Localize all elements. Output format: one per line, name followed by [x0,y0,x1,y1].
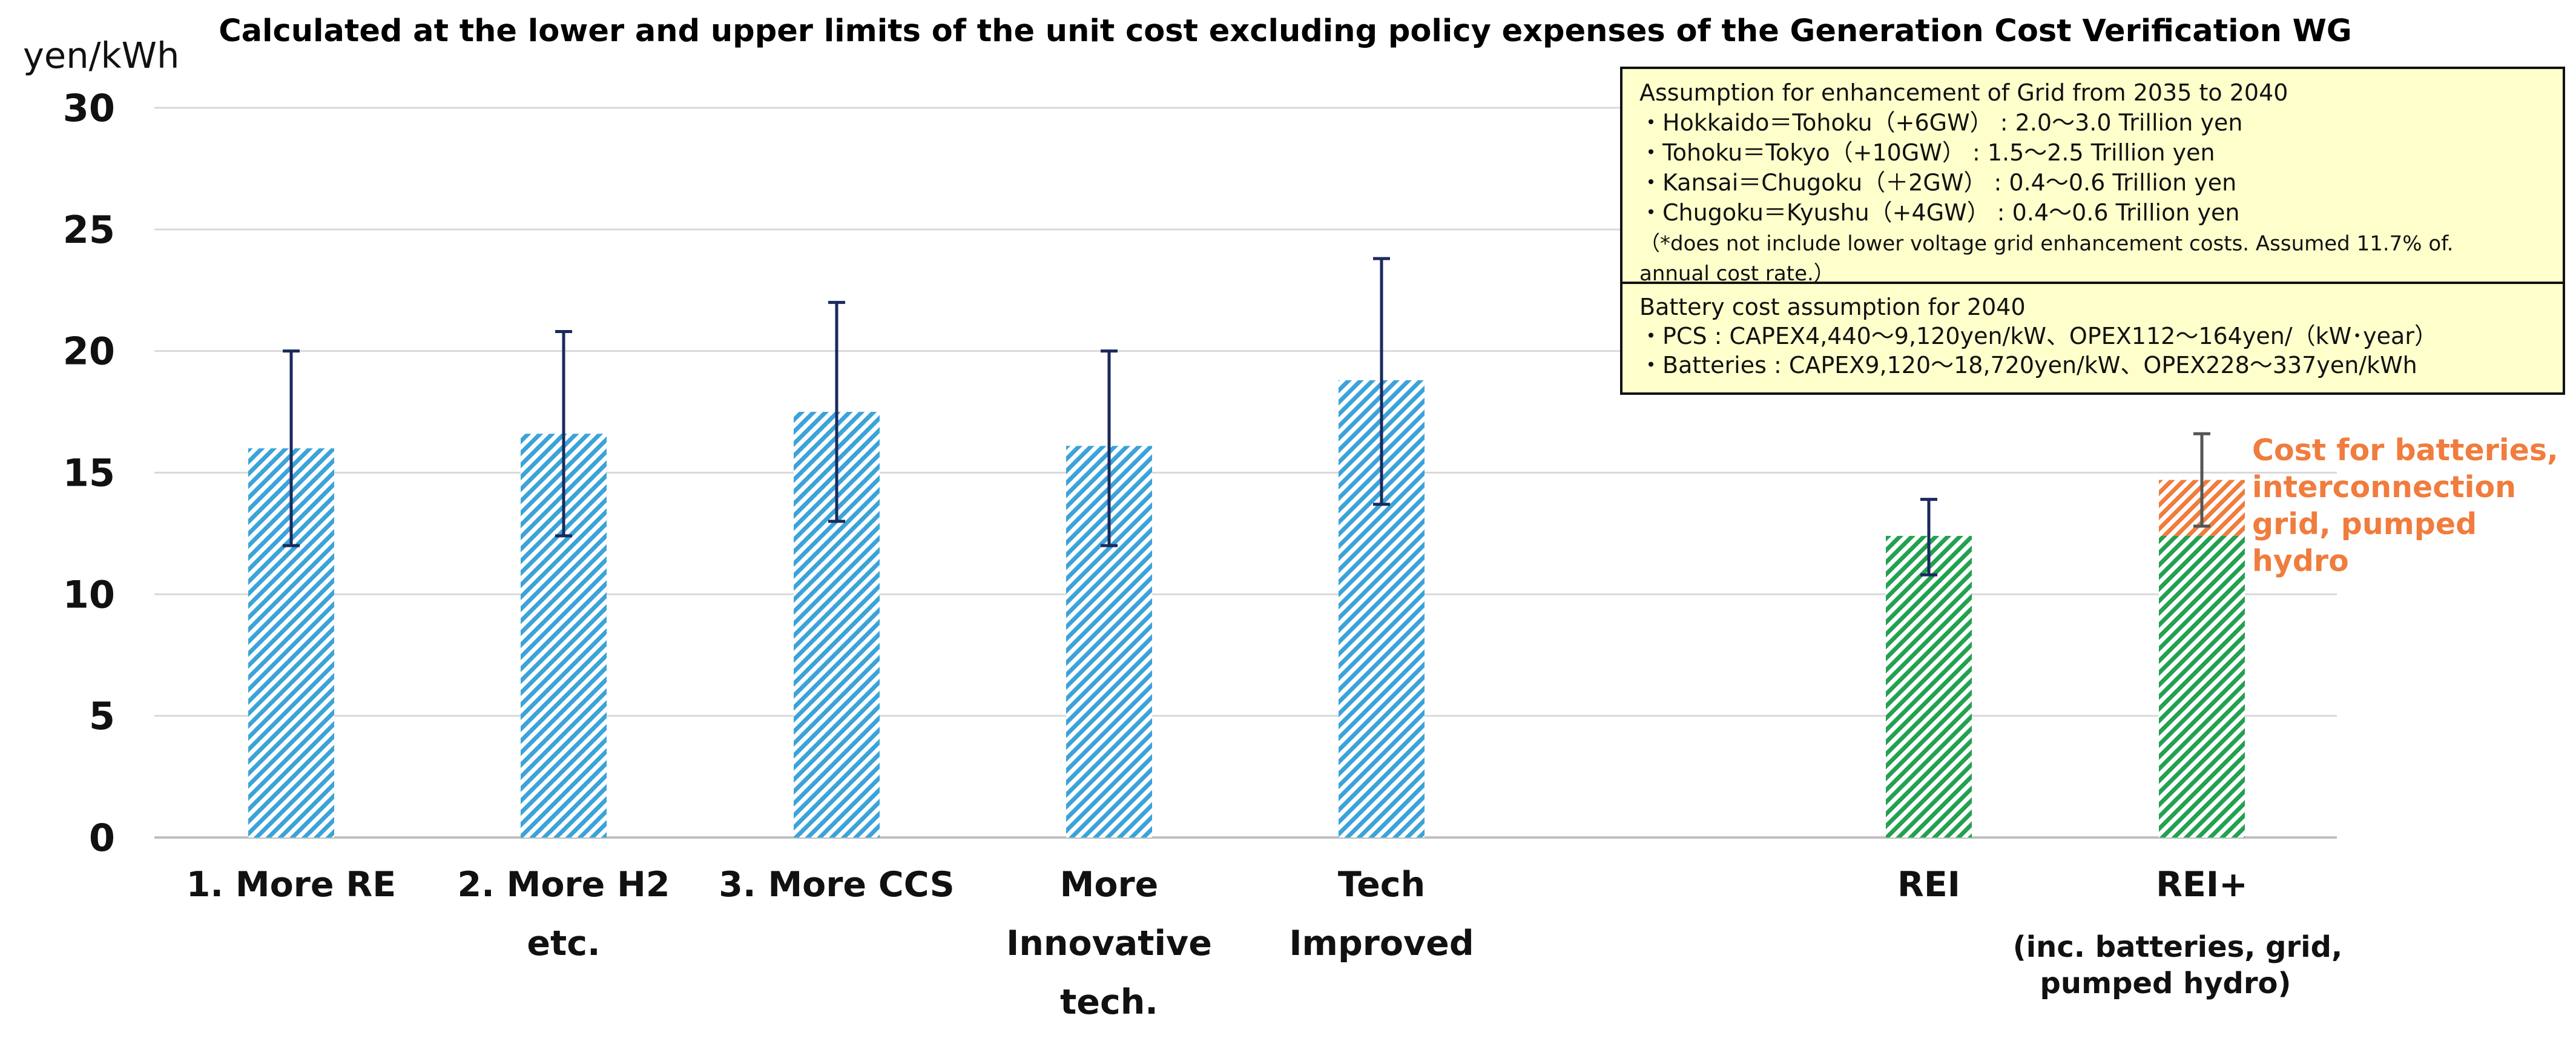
info-box-line: ・Batteries : CAPEX9,120～18,720yen/kW、OPE… [1639,352,2417,378]
x-tick-label: 3. More CCS [719,865,954,905]
y-tick-label: 30 [63,86,115,130]
error-bar [1373,257,1390,506]
annotation-line: grid, pumped [2252,507,2477,541]
y-tick-label: 5 [89,694,115,738]
info-box-line: ・Tohoku＝Tokyo（+10GW） : 1.5～2.5 Trillion … [1639,139,2215,166]
x-tick-label: etc. [527,923,600,963]
error-bar [555,330,572,538]
x-tick-label: 2. More H2 [457,865,670,905]
x-tick-label: REI+ [2156,865,2248,905]
annotation-line: hydro [2252,544,2349,578]
annotation-line: interconnection [2252,470,2516,504]
bar [1886,535,1972,838]
info-box: Assumption for enhancement of Grid from … [1620,67,2565,286]
info-box-line: （*does not include lower voltage grid en… [1639,232,2454,256]
error-bar [1101,349,1118,547]
error-bar [2193,432,2210,528]
info-box-line: ・Kansai＝Chugoku（＋2GW） : 0.4～0.6 Trillion… [1639,170,2236,196]
error-bars [283,257,2210,577]
x-tick-label: Innovative [1006,923,1212,963]
y-axis-unit-label: yen/kWh [23,35,179,76]
y-tick-label: 25 [63,208,115,252]
x-tick-label: More [1060,865,1159,905]
x-axis-ticks: 1. More RE 2. More H2 etc. 3. More CCS More I… [186,865,2342,1022]
gridlines [154,107,2337,839]
x-tick-label: REI [1897,865,1960,905]
x-tick-label: Tech [1338,865,1425,905]
info-boxes: Assumption for enhancement of Grid from … [1620,67,2565,395]
error-bar [283,349,300,547]
x-tick-label: 1. More RE [186,865,396,905]
bar [2159,535,2245,838]
x-tick-sublabel: pumped hydro) [2040,966,2291,1000]
y-tick-label: 20 [63,329,115,374]
chart-title: Calculated at the lower and upper limits… [219,13,2352,49]
info-box: Battery cost assumption for 2040 ・PCS : C… [1620,282,2565,395]
error-bar [1920,498,1937,577]
x-tick-sublabel: (inc. batteries, grid, [2013,930,2342,964]
y-tick-label: 0 [89,816,115,860]
info-box-line: Assumption for enhancement of Grid from … [1639,79,2288,106]
x-tick-label: tech. [1060,982,1158,1022]
x-tick-label: Improved [1289,923,1474,963]
y-tick-label: 15 [63,451,115,495]
bars [248,380,2245,838]
annotation: Cost for batteries,interconnectiongrid, … [2252,433,2558,578]
y-axis-ticks: 0 5 10 15 20 25 30 [63,86,115,860]
annotation-line: Cost for batteries, [2252,433,2558,467]
info-box-line: Battery cost assumption for 2040 [1639,294,2026,320]
info-box-line: ・Hokkaido＝Tohoku（+6GW） : 2.0～3.0 Trillio… [1639,110,2242,136]
y-tick-label: 10 [63,572,115,616]
info-box-line: ・Chugoku＝Kyushu（+4GW） : 0.4～0.6 Trillion… [1639,199,2239,226]
info-box-line: ・PCS : CAPEX4,440～9,120yen/kW、OPEX112～16… [1639,323,2437,349]
error-bar [828,300,845,523]
